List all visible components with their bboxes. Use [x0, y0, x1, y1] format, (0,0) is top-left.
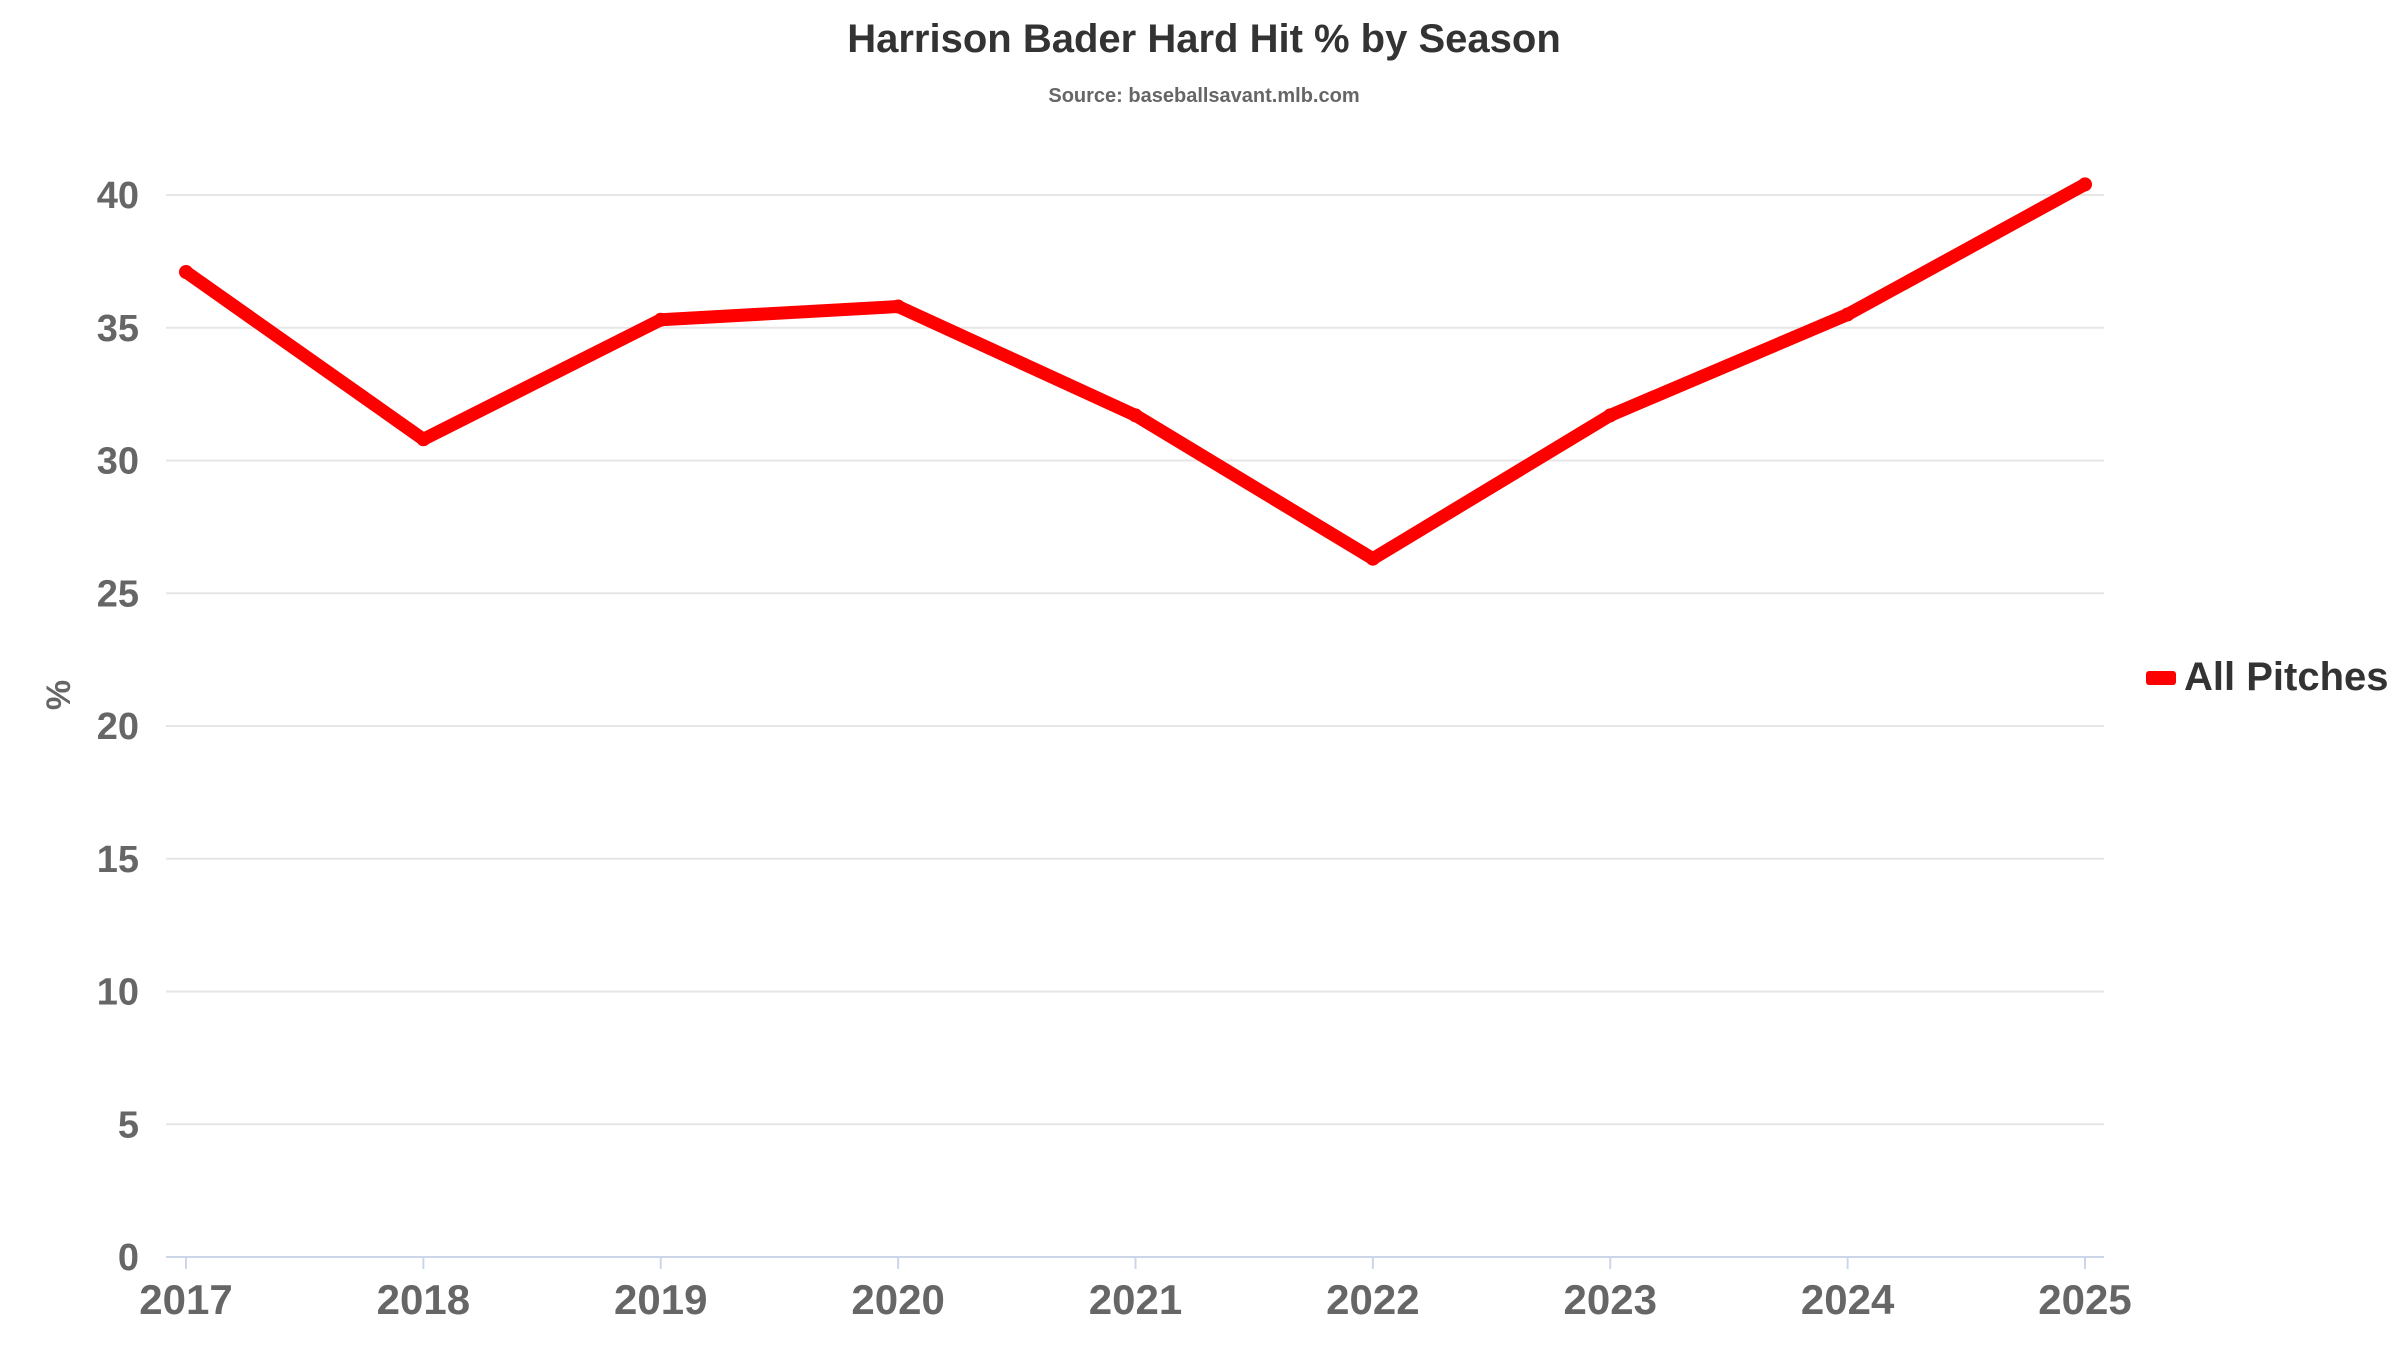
data-point[interactable]	[1840, 307, 1855, 322]
x-tick-label: 2020	[851, 1276, 944, 1323]
x-tick-label: 2017	[139, 1276, 232, 1323]
y-tick-label: 0	[118, 1237, 139, 1279]
y-tick-label: 15	[97, 839, 139, 881]
data-point[interactable]	[653, 312, 668, 327]
data-point[interactable]	[179, 264, 193, 279]
y-tick-label: 40	[97, 175, 139, 217]
gridlines	[166, 194, 2104, 1126]
legend[interactable]: All Pitches	[2146, 655, 2389, 699]
x-tick-label: 2021	[1089, 1276, 1182, 1323]
legend-swatch-all-pitches	[2146, 671, 2176, 685]
data-point[interactable]	[416, 432, 431, 447]
y-tick-label: 10	[97, 972, 139, 1014]
y-tick-label: 30	[97, 441, 139, 483]
x-tick-label: 2018	[377, 1276, 470, 1323]
series-lines	[179, 177, 2092, 566]
data-point[interactable]	[1128, 408, 1143, 423]
series-line[interactable]	[179, 177, 2092, 566]
x-tick-label: 2022	[1326, 1276, 1419, 1323]
data-point[interactable]	[1603, 408, 1618, 423]
chart-subtitle: Source: baseballsavant.mlb.com	[1048, 85, 1359, 107]
data-point[interactable]	[1365, 551, 1380, 566]
x-tick-label: 2019	[614, 1276, 707, 1323]
y-tick-label: 25	[97, 573, 139, 615]
y-axis-title: %	[40, 680, 78, 710]
data-point[interactable]	[891, 299, 906, 314]
y-axis-ticks: 0 5 10 15 20 25 30 35 40	[97, 175, 139, 1279]
x-tick-label: 2023	[1564, 1276, 1657, 1323]
chart-title: Harrison Bader Hard Hit % by Season	[847, 17, 1561, 61]
y-tick-label: 35	[97, 308, 139, 350]
x-tick-label: 2025	[2038, 1276, 2131, 1323]
legend-label-all-pitches[interactable]: All Pitches	[2184, 655, 2389, 699]
data-point[interactable]	[2078, 177, 2092, 192]
x-axis: 2017 2018 2019 2020 2021 2022 2023 2024 2025	[139, 1256, 2132, 1323]
y-tick-label: 5	[118, 1104, 139, 1146]
x-tick-label: 2024	[1801, 1276, 1895, 1323]
y-tick-label: 20	[97, 706, 139, 748]
